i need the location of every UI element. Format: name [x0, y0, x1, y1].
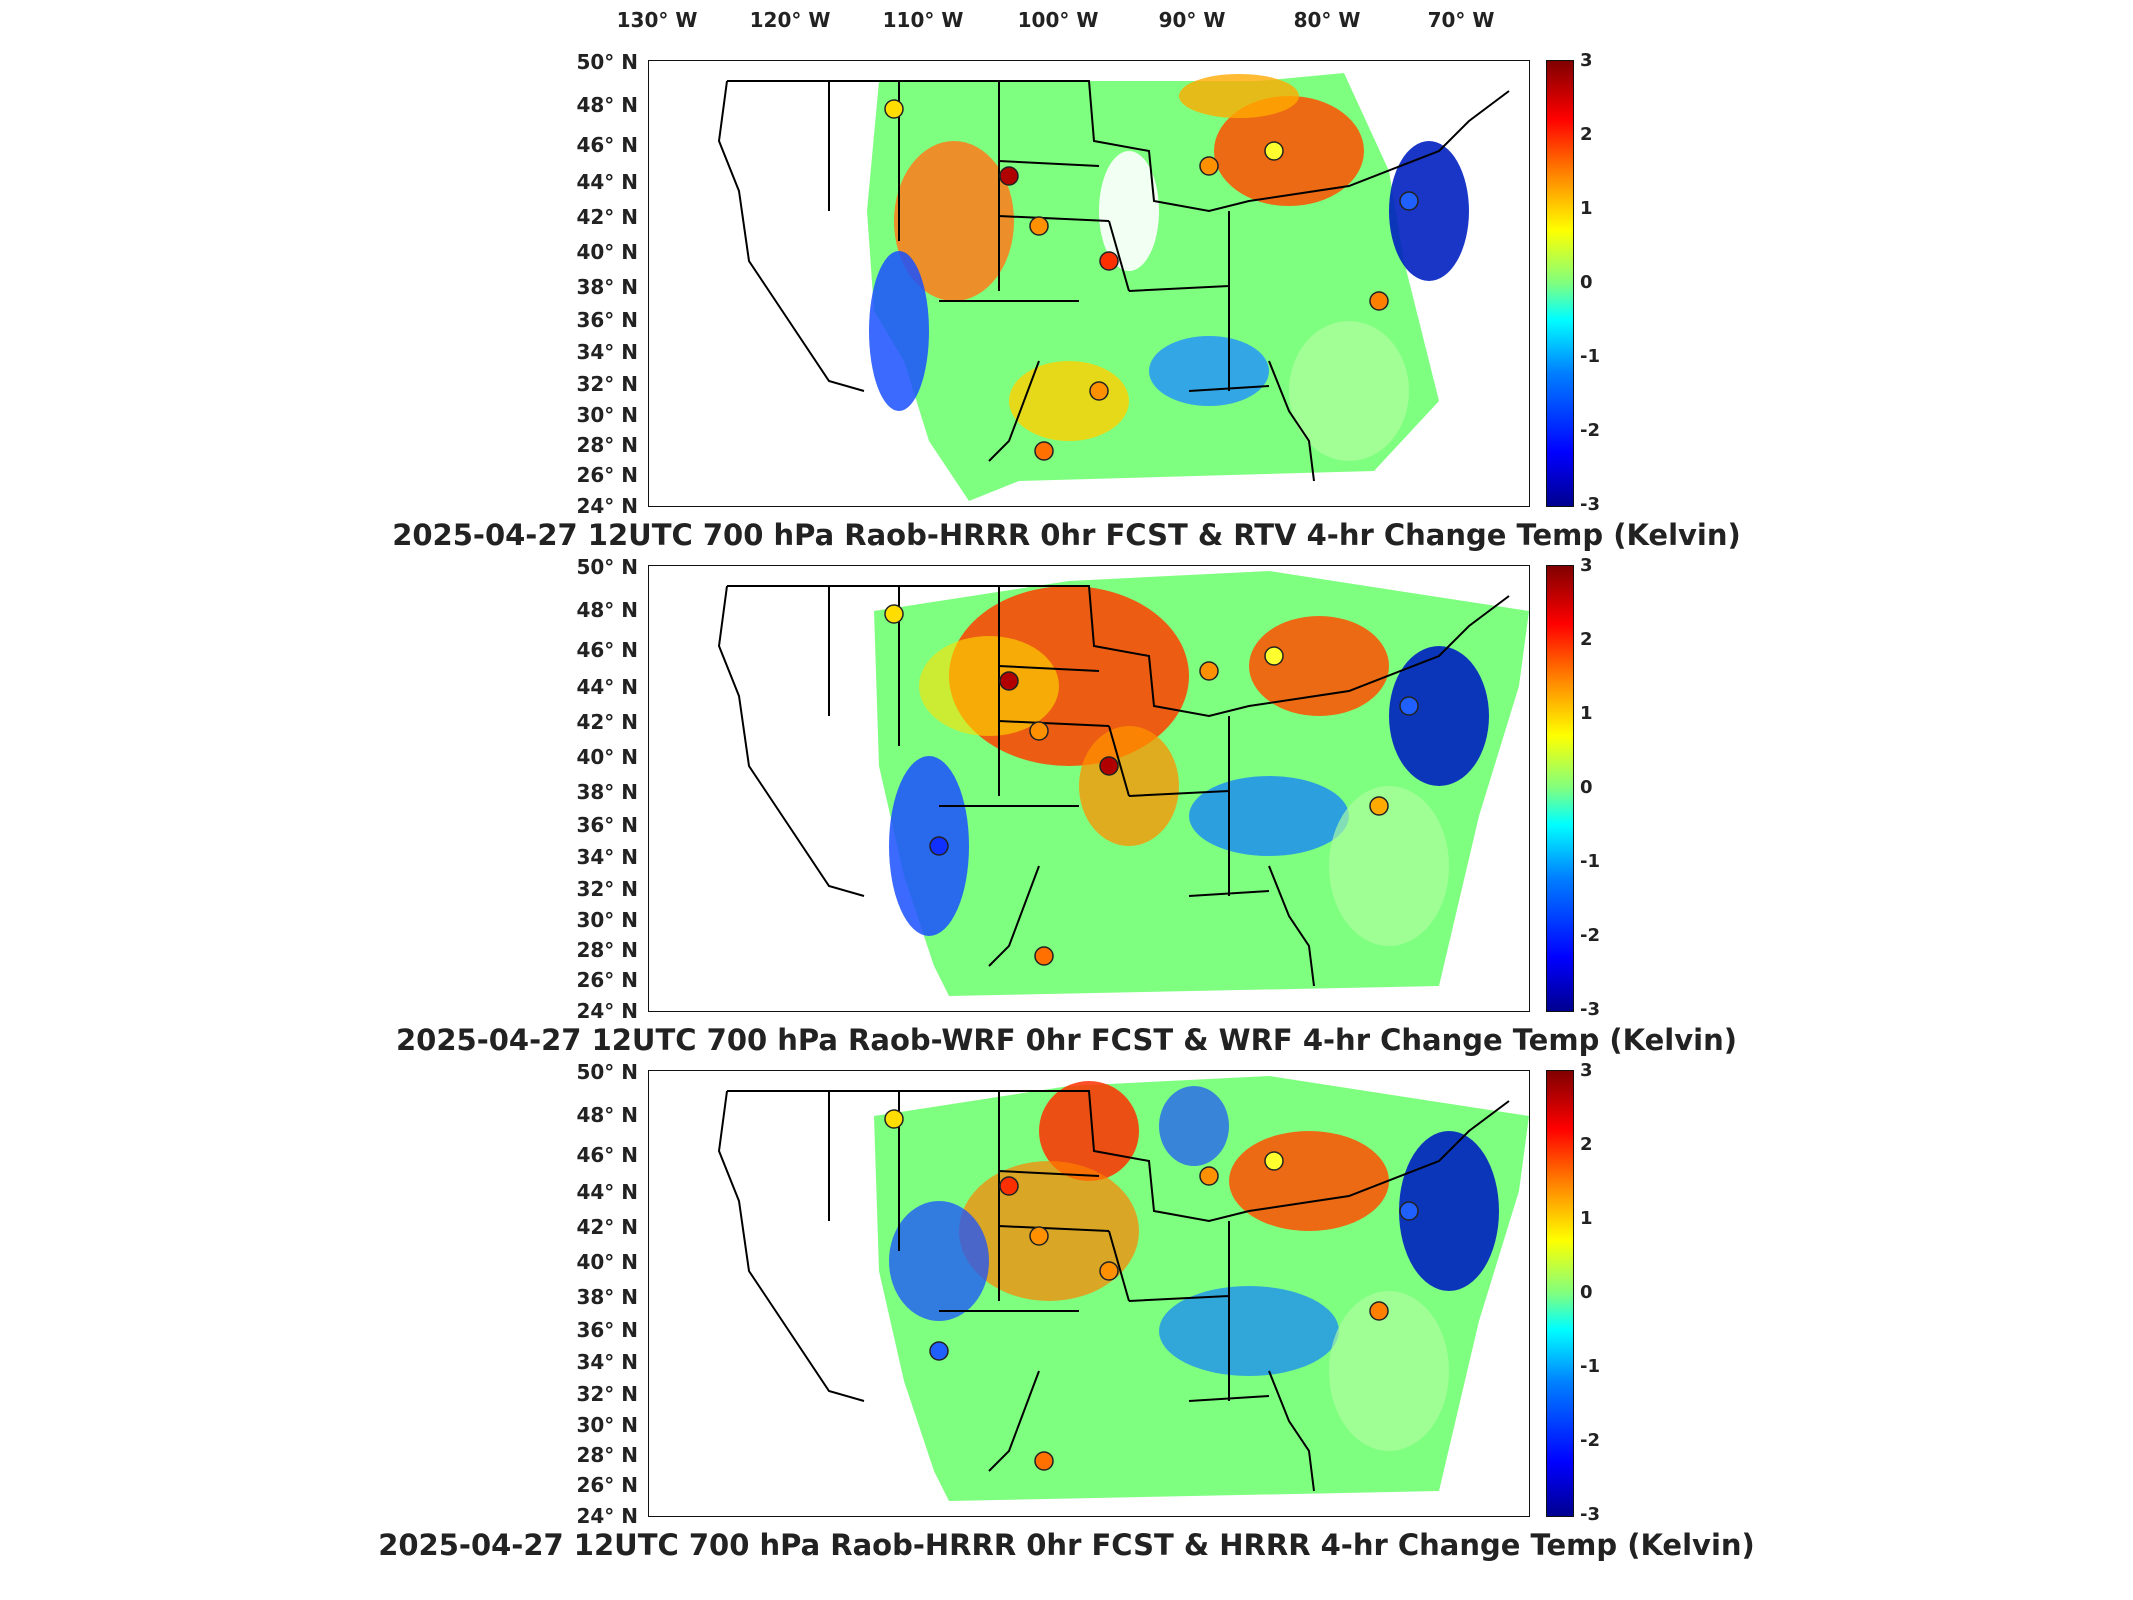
- colorbar-tick-neg2: -2: [1580, 420, 1600, 441]
- lat-label-48n: 48° N: [576, 93, 638, 117]
- panel-title-3: 2025-04-27 12UTC 700 hPa Raob-HRRR 0hr F…: [378, 1528, 1755, 1562]
- lat-label-44n: 44° N: [576, 1180, 638, 1204]
- colorbar-tick-3: 3: [1580, 50, 1593, 71]
- lat-label-46n: 46° N: [576, 133, 638, 157]
- colorbar-tick-neg2: -2: [1580, 925, 1600, 946]
- lat-label-30n: 30° N: [576, 403, 638, 427]
- colorbar-tick-2: 2: [1580, 629, 1593, 650]
- colorbar-tick-1: 1: [1580, 1208, 1593, 1229]
- lon-label-110w: 110° W: [882, 8, 964, 32]
- lat-label-28n: 28° N: [576, 938, 638, 962]
- lat-label-38n: 38° N: [576, 1285, 638, 1309]
- lon-label-100w: 100° W: [1017, 8, 1099, 32]
- lat-label-32n: 32° N: [576, 877, 638, 901]
- lat-label-46n: 46° N: [576, 638, 638, 662]
- lat-label-24n: 24° N: [576, 494, 638, 518]
- lat-label-38n: 38° N: [576, 780, 638, 804]
- colorbar-tick-2: 2: [1580, 1134, 1593, 1155]
- colorbar-tick-neg1: -1: [1580, 851, 1600, 872]
- lat-label-36n: 36° N: [576, 308, 638, 332]
- lat-label-50n: 50° N: [576, 555, 638, 579]
- colorbar-tick-3: 3: [1580, 555, 1593, 576]
- colorbar-tick-0: 0: [1580, 777, 1593, 798]
- lat-label-34n: 34° N: [576, 1350, 638, 1374]
- lat-label-32n: 32° N: [576, 1382, 638, 1406]
- lon-label-120w: 120° W: [749, 8, 831, 32]
- lat-label-42n: 42° N: [576, 1215, 638, 1239]
- colorbar-tick-neg1: -1: [1580, 346, 1600, 367]
- colorbar-2: [1546, 565, 1574, 1012]
- colorbar-tick-1: 1: [1580, 198, 1593, 219]
- lat-label-30n: 30° N: [576, 908, 638, 932]
- colorbar-tick-neg1: -1: [1580, 1356, 1600, 1377]
- lat-label-40n: 40° N: [576, 240, 638, 264]
- lat-label-28n: 28° N: [576, 433, 638, 457]
- lat-label-26n: 26° N: [576, 463, 638, 487]
- lat-label-36n: 36° N: [576, 813, 638, 837]
- lat-label-50n: 50° N: [576, 50, 638, 74]
- colorbar-tick-neg3: -3: [1580, 494, 1600, 515]
- lat-label-44n: 44° N: [576, 675, 638, 699]
- lat-label-40n: 40° N: [576, 745, 638, 769]
- lat-label-36n: 36° N: [576, 1318, 638, 1342]
- colorbar-tick-neg2: -2: [1580, 1430, 1600, 1451]
- map-panel-1: [648, 60, 1530, 507]
- lat-label-42n: 42° N: [576, 710, 638, 734]
- lat-label-26n: 26° N: [576, 1473, 638, 1497]
- colorbar-tick-1: 1: [1580, 703, 1593, 724]
- lat-label-50n: 50° N: [576, 1060, 638, 1084]
- map-panel-3: [648, 1070, 1530, 1517]
- lat-label-24n: 24° N: [576, 999, 638, 1023]
- lat-label-46n: 46° N: [576, 1143, 638, 1167]
- lat-label-24n: 24° N: [576, 1504, 638, 1528]
- lat-label-32n: 32° N: [576, 372, 638, 396]
- lat-label-48n: 48° N: [576, 1103, 638, 1127]
- lat-label-38n: 38° N: [576, 275, 638, 299]
- colorbar-tick-3: 3: [1580, 1060, 1593, 1081]
- panel-title-1: 2025-04-27 12UTC 700 hPa Raob-HRRR 0hr F…: [392, 518, 1741, 552]
- lat-label-44n: 44° N: [576, 170, 638, 194]
- lat-label-34n: 34° N: [576, 845, 638, 869]
- colorbar-tick-0: 0: [1580, 272, 1593, 293]
- lon-label-80w: 80° W: [1293, 8, 1361, 32]
- colorbar-tick-neg3: -3: [1580, 999, 1600, 1020]
- lat-label-34n: 34° N: [576, 340, 638, 364]
- lon-label-70w: 70° W: [1427, 8, 1495, 32]
- panel-title-2: 2025-04-27 12UTC 700 hPa Raob-WRF 0hr FC…: [395, 1023, 1737, 1057]
- longitude-axis-labels: 130° W 120° W 110° W 100° W 90° W 80° W …: [0, 8, 2133, 38]
- lat-label-42n: 42° N: [576, 205, 638, 229]
- lat-label-40n: 40° N: [576, 1250, 638, 1274]
- lat-label-48n: 48° N: [576, 598, 638, 622]
- colorbar-tick-0: 0: [1580, 1282, 1593, 1303]
- map-panel-2: [648, 565, 1530, 1012]
- lat-label-30n: 30° N: [576, 1413, 638, 1437]
- colorbar-1: [1546, 60, 1574, 507]
- lat-label-26n: 26° N: [576, 968, 638, 992]
- lat-label-28n: 28° N: [576, 1443, 638, 1467]
- lon-label-90w: 90° W: [1158, 8, 1226, 32]
- colorbar-tick-2: 2: [1580, 124, 1593, 145]
- colorbar-tick-neg3: -3: [1580, 1504, 1600, 1525]
- colorbar-3: [1546, 1070, 1574, 1517]
- lon-label-130w: 130° W: [616, 8, 698, 32]
